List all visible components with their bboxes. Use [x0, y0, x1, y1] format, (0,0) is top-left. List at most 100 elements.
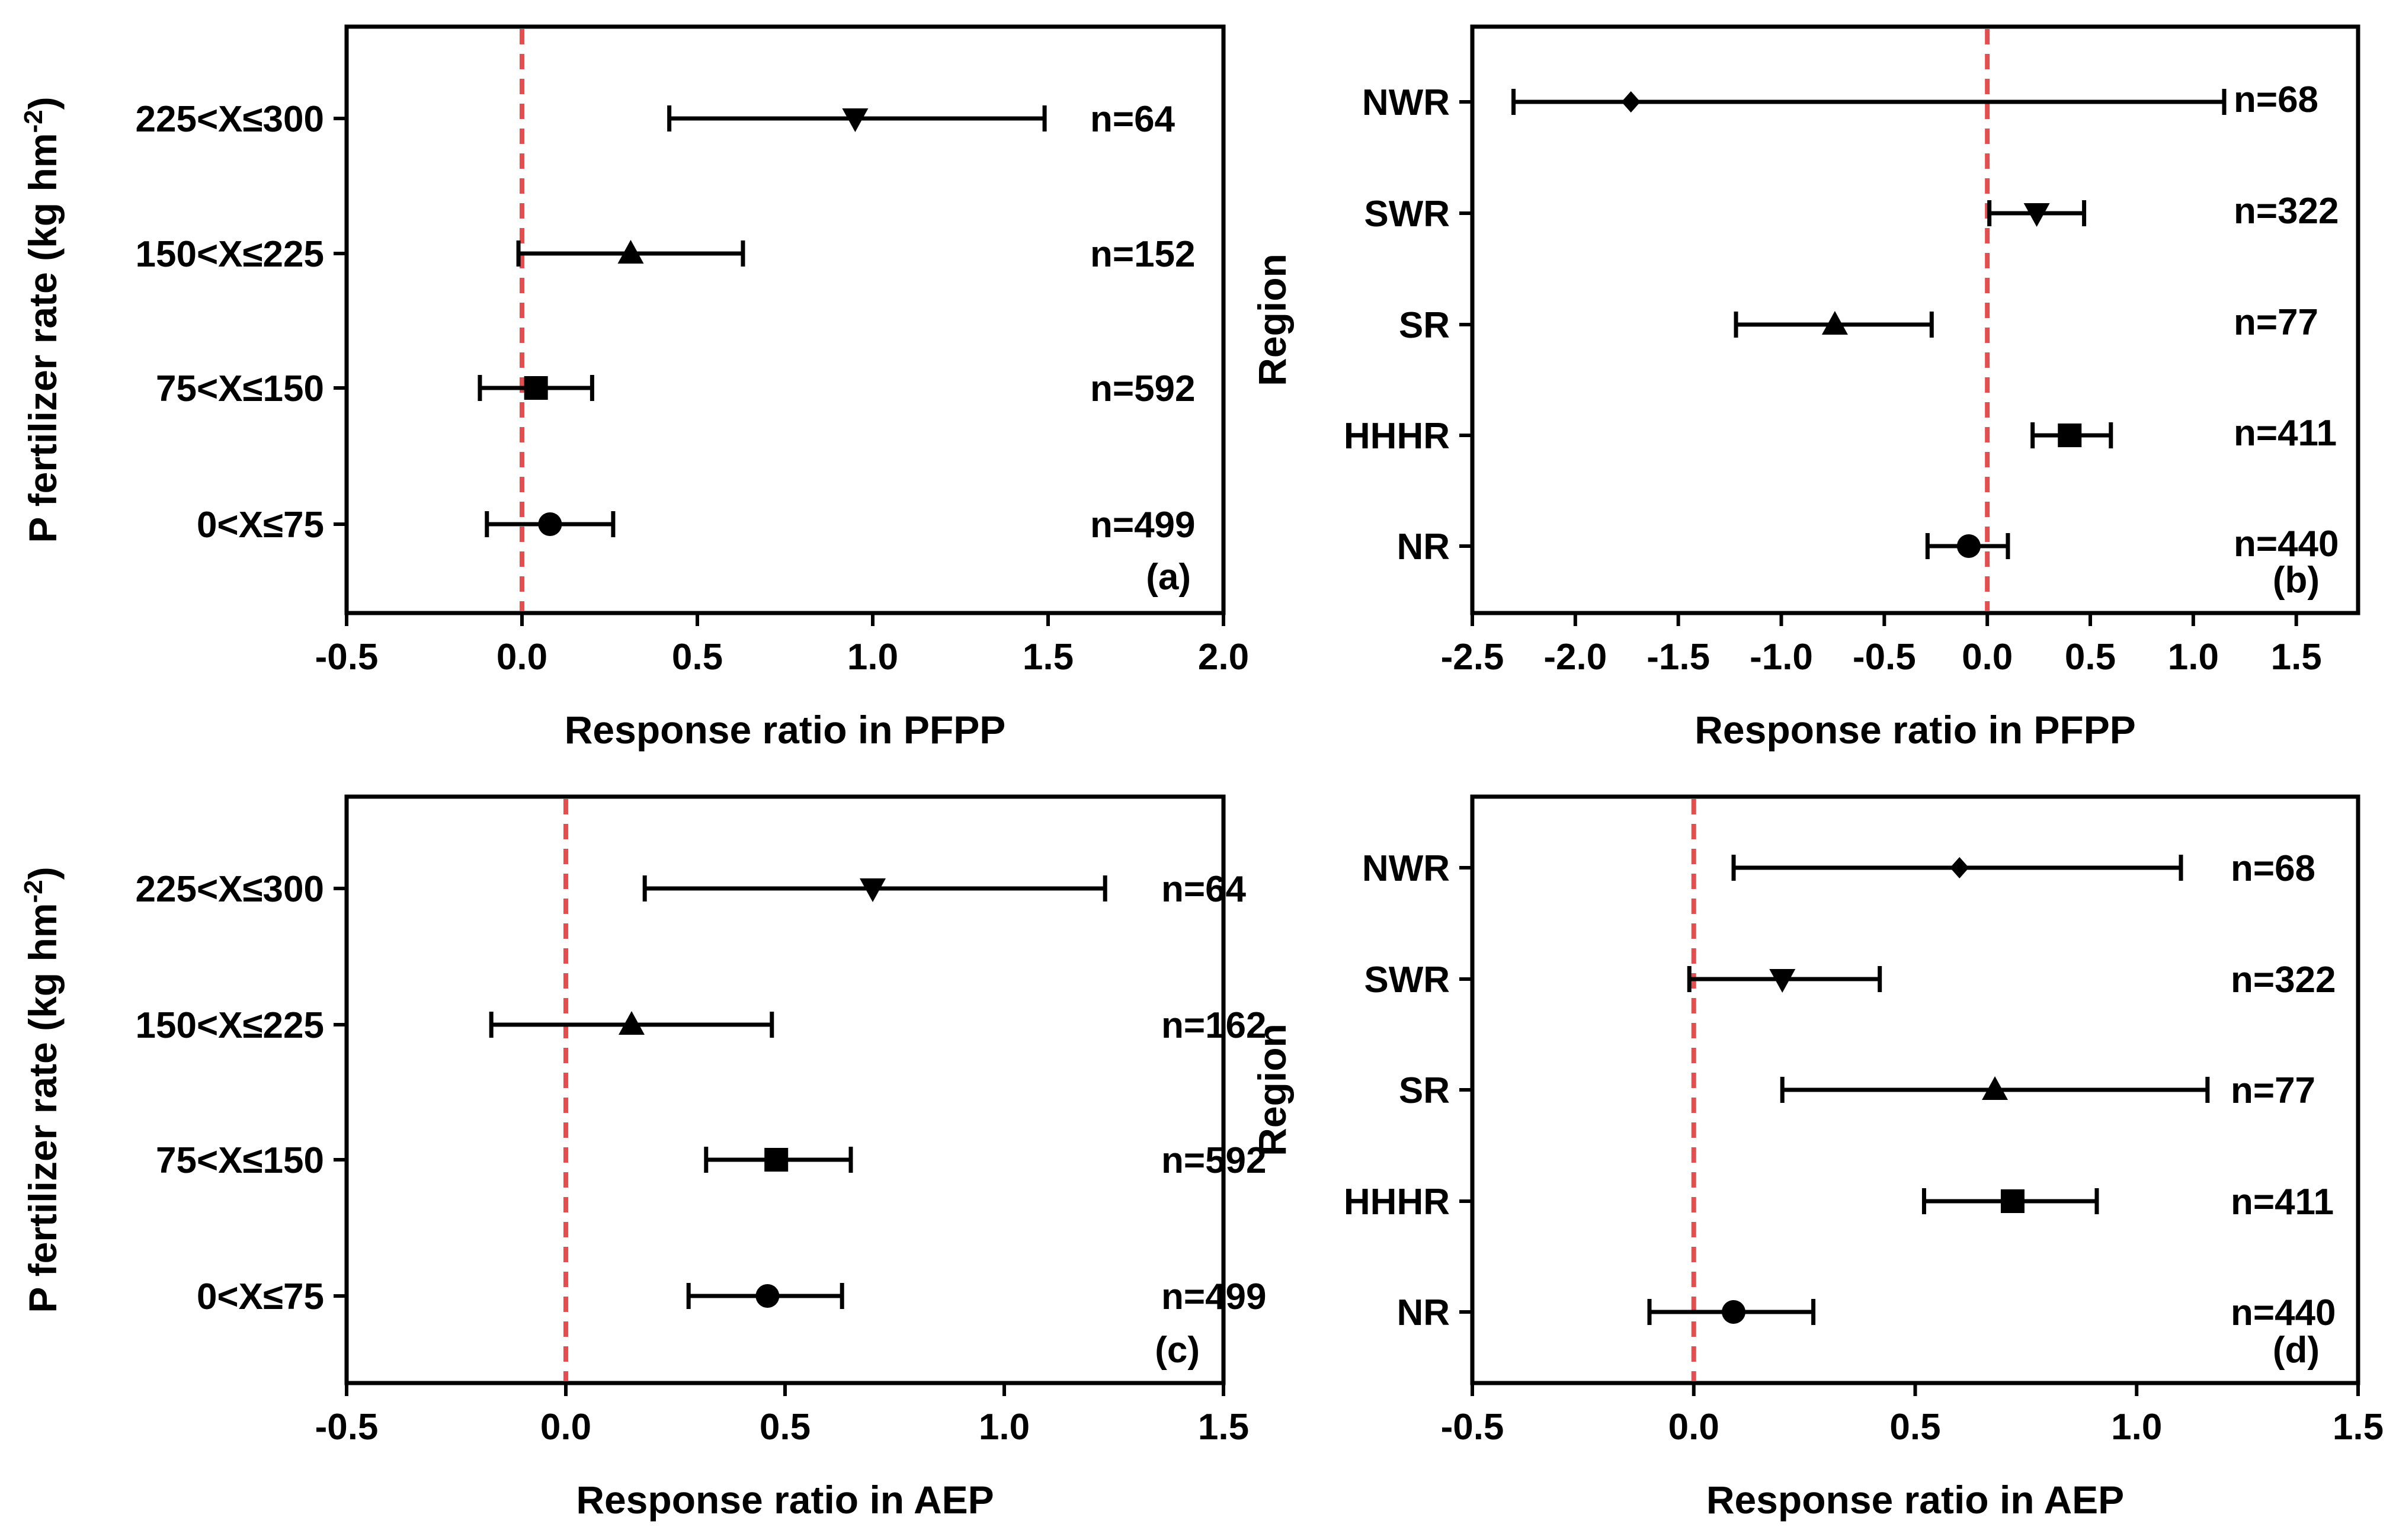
panel-label: (d)	[2273, 1330, 2320, 1371]
marker-diamond	[1950, 857, 1969, 878]
x-tick-label: 0.5	[760, 1407, 811, 1448]
x-tick-label: -0.5	[1441, 1407, 1504, 1448]
sample-size-label: n=68	[2231, 848, 2315, 889]
marker-triangle-down	[860, 878, 886, 902]
panel-a: -0.5 0.0 0.5 1.0 1.5 2.0 Response ratio in PFP…	[19, 24, 1249, 752]
sample-size-label: n=592	[1161, 1140, 1267, 1181]
sample-size-label: n=592	[1090, 368, 1196, 409]
y-axis-title-close: )	[21, 97, 65, 110]
x-tick-label: 1.0	[2168, 637, 2219, 678]
sample-size-label: n=64	[1090, 99, 1175, 140]
sample-size-label: n=77	[2231, 1070, 2315, 1111]
y-axis-title-main: Region	[1250, 1024, 1294, 1156]
y-axis-title: Region	[1250, 1024, 1294, 1156]
marker-square	[2058, 424, 2082, 447]
sample-size-label: n=68	[2234, 79, 2318, 120]
x-tick-label: -0.5	[1853, 637, 1916, 678]
x-axis-title: Response ratio in AEP	[576, 1478, 994, 1522]
marker-diamond	[1621, 91, 1641, 113]
x-tick-label: -2.5	[1441, 637, 1504, 678]
y-tick-label: SR	[1399, 1070, 1450, 1111]
panel-label: (c)	[1155, 1330, 1200, 1371]
y-tick-label: SR	[1399, 305, 1450, 346]
sample-size-label: n=77	[2234, 302, 2318, 343]
x-tick-label: 1.5	[2271, 637, 2322, 678]
x-tick-label: 2.0	[1198, 637, 1249, 678]
marker-square	[764, 1148, 789, 1172]
y-tick-label: 150<X≤225	[136, 1005, 324, 1046]
y-tick-label: HHHR	[1344, 1182, 1450, 1223]
y-tick-label: 0<X≤75	[197, 505, 324, 546]
y-tick-label: SWR	[1364, 960, 1450, 1000]
y-axis-title-main: P fertilizer rate (kg hm	[21, 133, 65, 543]
x-tick-label: -0.5	[315, 1407, 379, 1448]
panel-b: -2.5 -2.0 -1.5 -1.0 -0.5 0.0 0.5 1.0 1.5 Response…	[1250, 24, 2360, 752]
panel-d: -0.5 0.0 0.5 1.0 1.5 Response ratio in AEP Reg…	[1250, 794, 2384, 1522]
y-tick-label: 75<X≤150	[156, 1140, 324, 1181]
y-tick-label: 225<X≤300	[136, 869, 324, 910]
panel-c: -0.5 0.0 0.5 1.0 1.5 Response ratio in AEP P f…	[19, 794, 1267, 1522]
y-axis-title-close: )	[21, 867, 65, 880]
x-tick-label: 1.0	[847, 637, 898, 678]
x-tick-label: 0.0	[540, 1407, 591, 1448]
x-tick-label: 1.5	[1198, 1407, 1249, 1448]
marker-triangle-up	[1821, 311, 1848, 335]
y-tick-label: NWR	[1362, 82, 1450, 123]
x-axis-title: Response ratio in PFPP	[1695, 708, 2136, 752]
y-tick-label: 75<X≤150	[156, 368, 324, 409]
x-tick-label: 0.5	[2065, 637, 2116, 678]
plot-frame	[1470, 24, 2360, 615]
marker-triangle-down	[2023, 203, 2050, 227]
y-axis-title: P fertilizer rate (kg hm-2)	[19, 867, 65, 1313]
marker-circle	[538, 512, 562, 536]
y-tick-label: 225<X≤300	[136, 99, 324, 140]
y-tick-label: 0<X≤75	[197, 1276, 324, 1317]
sample-size-label: n=499	[1090, 505, 1196, 546]
y-axis-title-superscript: -2	[19, 110, 48, 133]
x-tick-label: -1.5	[1647, 637, 1710, 678]
y-axis-title-main: Region	[1250, 254, 1294, 386]
y-axis-title: P fertilizer rate (kg hm-2)	[19, 97, 65, 543]
panel-label: (b)	[2273, 560, 2320, 601]
marker-triangle-up	[1982, 1076, 2009, 1100]
plot-frame	[344, 24, 1226, 615]
sample-size-label: n=162	[1161, 1005, 1267, 1046]
x-tick-label: 0.5	[672, 637, 723, 678]
marker-circle	[1956, 534, 1981, 558]
sample-size-label: n=499	[1161, 1276, 1267, 1317]
marker-triangle-down	[842, 108, 869, 132]
x-axis-title: Response ratio in PFPP	[565, 708, 1006, 752]
x-tick-label: 1.5	[2333, 1407, 2384, 1448]
y-axis-title: Region	[1250, 254, 1294, 386]
y-axis-title-main: P fertilizer rate (kg hm	[21, 903, 65, 1313]
marker-circle	[755, 1284, 780, 1308]
marker-square	[2000, 1189, 2025, 1213]
y-tick-label: HHHR	[1344, 416, 1450, 457]
sample-size-label: n=411	[2234, 413, 2337, 454]
y-tick-label: NR	[1396, 527, 1450, 567]
x-tick-label: 1.0	[2111, 1407, 2162, 1448]
panel-label: (a)	[1146, 557, 1191, 598]
sample-size-label: n=440	[2234, 524, 2339, 564]
y-axis-title-superscript: -2	[19, 880, 48, 903]
x-tick-label: 0.0	[497, 637, 547, 678]
x-tick-label: -2.0	[1543, 637, 1607, 678]
sample-size-label: n=64	[1161, 869, 1247, 910]
x-tick-label: 1.0	[979, 1407, 1030, 1448]
marker-triangle-up	[617, 240, 644, 264]
sample-size-label: n=152	[1090, 234, 1196, 275]
x-tick-label: 0.0	[1668, 1407, 1719, 1448]
sample-size-label: n=322	[2231, 960, 2336, 1000]
sample-size-label: n=440	[2231, 1292, 2336, 1333]
x-tick-label: 0.5	[1889, 1407, 1940, 1448]
sample-size-label: n=322	[2234, 191, 2339, 232]
y-tick-label: 150<X≤225	[136, 234, 324, 275]
marker-square	[524, 376, 548, 400]
x-tick-label: 0.0	[1962, 637, 2013, 678]
marker-circle	[1722, 1300, 1746, 1324]
x-tick-label: -1.0	[1750, 637, 1813, 678]
y-tick-label: NR	[1396, 1292, 1450, 1333]
x-tick-label: -0.5	[315, 637, 379, 678]
sample-size-label: n=411	[2231, 1182, 2334, 1223]
